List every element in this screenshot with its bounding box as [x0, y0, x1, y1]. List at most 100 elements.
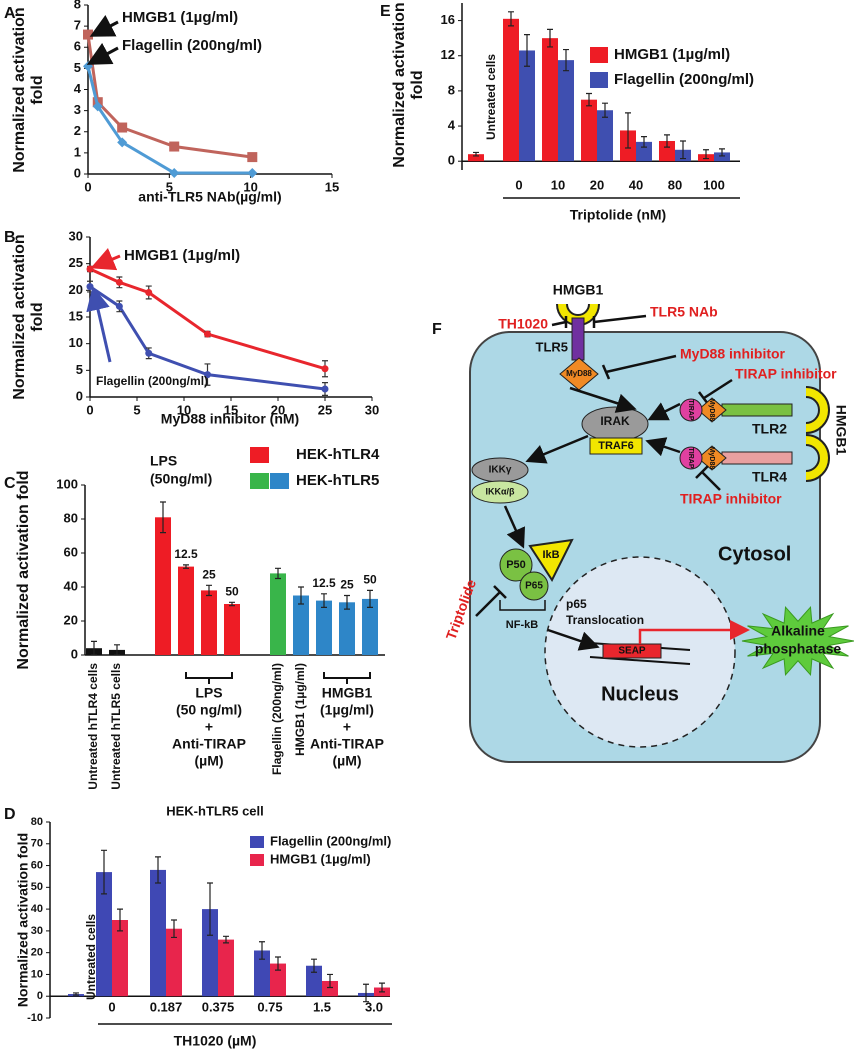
receptor-label: TLR4	[752, 469, 787, 485]
legend-swatch	[250, 447, 269, 463]
group-label: Anti-TIRAP	[310, 736, 384, 752]
x-tick-label: Untreated hTLR4 cells	[86, 663, 100, 790]
error-bar	[664, 134, 670, 148]
error-bar	[641, 136, 647, 148]
annotation-arrow	[86, 286, 112, 363]
receptor	[571, 317, 585, 361]
ligand-label: HMGB1	[553, 282, 604, 298]
bar	[150, 869, 166, 997]
y-tick-label: 60	[31, 859, 43, 871]
y-tick-label: 1	[74, 144, 81, 159]
y-tick-label: 0	[37, 990, 43, 1002]
y-tick-label: 30	[69, 228, 83, 243]
node-label: NF-kB	[506, 619, 538, 631]
marker	[86, 265, 94, 273]
y-tick-label: 0	[74, 165, 81, 180]
error-bar	[547, 28, 553, 48]
x-tick-label: 1.5	[313, 999, 331, 1014]
y-tick-label: 5	[76, 362, 83, 377]
y-tick-label: 2	[74, 123, 81, 138]
x-tick-label: 0	[108, 999, 115, 1014]
group-bracket	[185, 672, 233, 684]
bar	[597, 110, 613, 162]
panel-label: D	[4, 806, 16, 823]
product-label: Alkaline	[771, 623, 825, 639]
series-label: HMGB1 (1µg/ml)	[122, 9, 238, 26]
error-bar	[379, 982, 385, 993]
error-bar	[206, 584, 212, 597]
inhibition	[475, 585, 507, 617]
error-bar	[73, 992, 79, 996]
series-label: HMGB1 (1µg/ml)	[124, 247, 240, 264]
inhibition	[695, 465, 721, 491]
legend-swatch	[250, 473, 269, 489]
node-label: MyD88	[708, 447, 715, 470]
bar	[468, 154, 484, 162]
bar	[224, 604, 240, 655]
bar	[293, 595, 309, 655]
y-tick-label: 10	[31, 968, 43, 980]
x-tick-label: 15	[224, 402, 238, 417]
y-axis-label: Normalized activation	[391, 2, 408, 167]
inhibition	[592, 314, 647, 328]
y-tick-label: 7	[74, 18, 81, 33]
error-bar	[171, 919, 177, 939]
bar-label: 25	[202, 567, 216, 581]
y-tick-label: 5	[74, 60, 81, 75]
marker	[83, 29, 93, 40]
x-tick-label: 40	[629, 177, 643, 192]
x-tick-label: Untreated hTLR5 cells	[109, 663, 123, 790]
bar	[714, 152, 730, 162]
node-label: IKKγ	[489, 465, 512, 476]
error-bar	[275, 956, 281, 971]
y-tick-label: 100	[56, 476, 78, 491]
x-tick-label: 10	[243, 179, 257, 194]
bar	[270, 963, 286, 997]
legend-swatch	[250, 854, 264, 866]
x-tick-label: HMGB1 (1µg/ml)	[293, 663, 307, 756]
error-bar	[344, 594, 350, 610]
error-bar	[229, 601, 235, 607]
panel-label: A	[4, 5, 16, 22]
arrow	[647, 402, 681, 421]
x-tick-label: 0.187	[150, 999, 183, 1014]
traf6	[589, 437, 643, 455]
error-bar	[298, 586, 304, 605]
error-bar	[719, 148, 725, 157]
tirap	[679, 398, 703, 422]
legend-swatch	[250, 836, 264, 848]
product-star	[741, 606, 854, 676]
inhibitor-label: TLR5 NAb	[650, 304, 718, 320]
error-bar	[563, 48, 569, 72]
x-tick-label: 100	[703, 177, 725, 192]
bar	[581, 99, 597, 162]
y-tick-label: 40	[64, 578, 78, 593]
panel-label: E	[380, 3, 391, 20]
error-bar	[117, 908, 123, 932]
x-tick-label: 20	[271, 402, 285, 417]
bar	[218, 939, 234, 997]
error-bar	[114, 644, 120, 656]
node-label: P50	[506, 559, 526, 571]
x-tick-label: 0	[515, 177, 522, 192]
bar	[316, 600, 332, 655]
receptor-label: TLR5	[536, 339, 569, 354]
marker	[115, 302, 123, 310]
panel-label: C	[4, 475, 16, 492]
y-tick-label: 4	[448, 117, 456, 132]
error-bar	[586, 92, 592, 107]
node-label: IkB	[542, 549, 559, 561]
y-tick-label: 8	[74, 0, 81, 11]
bar	[178, 566, 194, 655]
node-label: P65	[525, 581, 543, 592]
annotation: (50ng/ml)	[150, 471, 212, 487]
marker	[145, 288, 153, 296]
annotation: LPS	[150, 453, 177, 469]
bar-label: 12.5	[174, 547, 198, 561]
error-bar	[91, 640, 97, 656]
x-tick-label: Untreated cells	[84, 914, 98, 1000]
group-label: HMGB1	[322, 685, 373, 701]
group-label: Anti-TIRAP	[172, 736, 246, 752]
